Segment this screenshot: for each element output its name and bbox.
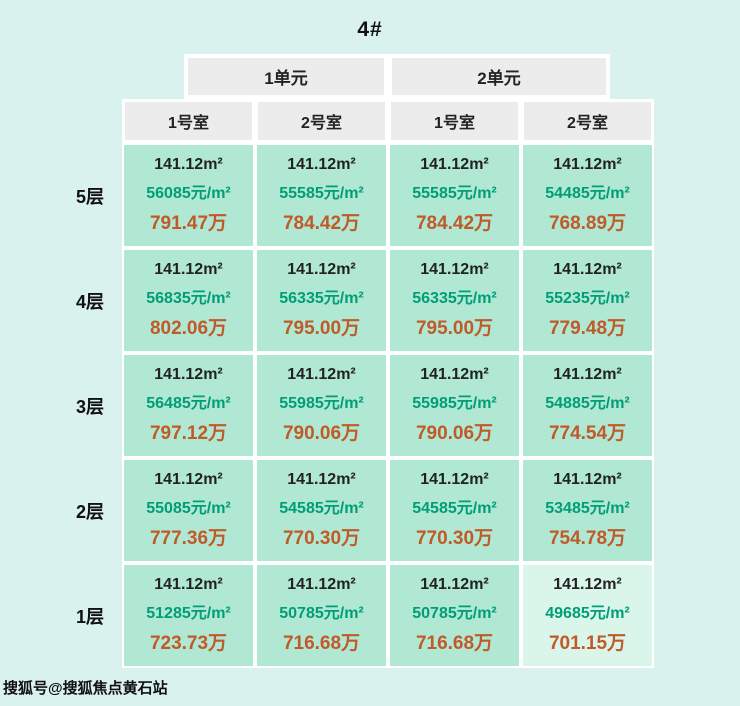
total-value: 797.12万 [149,423,228,444]
unit-price-value: 51285元/m² [146,605,231,622]
floor-label: 5层 [75,186,104,207]
area-value: 141.12m² [287,576,356,593]
room-header-1: 1号室 [122,99,255,143]
price-cell-r2-c2: 141.12m² 55985元/m² 790.06万 [388,353,521,458]
area-value: 141.12m² [553,576,622,593]
total-value: 774.54万 [548,423,627,444]
total-value: 701.15万 [548,633,627,654]
area-value: 141.12m² [553,261,622,278]
unit-price-value: 50785元/m² [412,605,497,622]
total-value: 795.00万 [282,318,361,339]
unit-price-value: 55985元/m² [279,395,364,412]
total-value: 779.48万 [548,318,627,339]
total-value: 791.47万 [149,213,228,234]
unit-header-1: 1单元 [184,54,388,99]
floor-label: 4层 [75,291,104,312]
unit-price-value: 56085元/m² [146,185,231,202]
price-cell-r2-c3: 141.12m² 54885元/m² 774.54万 [521,353,654,458]
unit-price-value: 54585元/m² [279,500,364,517]
price-cell-r4-c1: 141.12m² 50785元/m² 716.68万 [255,563,388,668]
area-value: 141.12m² [553,366,622,383]
area-value: 141.12m² [420,471,489,488]
total-value: 784.42万 [415,213,494,234]
area-value: 141.12m² [420,366,489,383]
price-cell-r0-c1: 141.12m² 55585元/m² 784.42万 [255,143,388,248]
total-value: 768.89万 [548,213,627,234]
price-cell-r2-c1: 141.12m² 55985元/m² 790.06万 [255,353,388,458]
total-value: 723.73万 [149,633,228,654]
total-value: 770.30万 [415,528,494,549]
price-cell-r0-c2: 141.12m² 55585元/m² 784.42万 [388,143,521,248]
total-value: 795.00万 [415,318,494,339]
unit-price-value: 56835元/m² [146,290,231,307]
total-value: 716.68万 [282,633,361,654]
total-value: 790.06万 [415,423,494,444]
unit-price-value: 54885元/m² [545,395,630,412]
price-cell-r3-c2: 141.12m² 54585元/m² 770.30万 [388,458,521,563]
total-value: 784.42万 [282,213,361,234]
price-cell-r3-c0: 141.12m² 55085元/m² 777.36万 [122,458,255,563]
price-cell-r4-c2: 141.12m² 50785元/m² 716.68万 [388,563,521,668]
area-value: 141.12m² [553,471,622,488]
price-cell-r1-c1: 141.12m² 56335元/m² 795.00万 [255,248,388,353]
area-value: 141.12m² [154,471,223,488]
unit-price-value: 55985元/m² [412,395,497,412]
unit-price-value: 56485元/m² [146,395,231,412]
room-header-3: 1号室 [388,99,521,143]
area-value: 141.12m² [154,156,223,173]
floor-label: 2层 [75,501,104,522]
area-value: 141.12m² [553,156,622,173]
total-value: 790.06万 [282,423,361,444]
price-cell-r4-c0: 141.12m² 51285元/m² 723.73万 [122,563,255,668]
price-cell-r3-c1: 141.12m² 54585元/m² 770.30万 [255,458,388,563]
area-value: 141.12m² [420,156,489,173]
room-header-4: 2号室 [521,99,654,143]
unit-header-2: 2单元 [388,54,610,99]
corner-spacer [58,54,122,99]
area-value: 141.12m² [154,576,223,593]
total-value: 777.36万 [149,528,228,549]
corner-spacer-2 [58,99,122,143]
unit-price-value: 49685元/m² [545,605,630,622]
unit-price-value: 50785元/m² [279,605,364,622]
watermark-text: 搜狐号@搜狐焦点黄石站 [3,680,168,697]
price-cell-r3-c3: 141.12m² 53485元/m² 754.78万 [521,458,654,563]
unit-price-value: 56335元/m² [412,290,497,307]
price-cell-r1-c3: 141.12m² 55235元/m² 779.48万 [521,248,654,353]
total-value: 770.30万 [282,528,361,549]
unit-price-value: 56335元/m² [279,290,364,307]
price-cell-r1-c2: 141.12m² 56335元/m² 795.00万 [388,248,521,353]
area-value: 141.12m² [287,471,356,488]
unit-price-value: 55585元/m² [279,185,364,202]
price-cell-r0-c3: 141.12m² 54485元/m² 768.89万 [521,143,654,248]
area-value: 141.12m² [287,261,356,278]
unit-price-value: 55085元/m² [146,500,231,517]
building-title: 4# [357,18,383,41]
room-header-2: 2号室 [255,99,388,143]
price-cell-r4-c3: 141.12m² 49685元/m² 701.15万 [521,563,654,668]
price-cell-r2-c0: 141.12m² 56485元/m² 797.12万 [122,353,255,458]
price-table: 1单元 2单元 1号室 2号室 1号室 2号室 5层 141.12m² 56085元… [58,54,740,668]
total-value: 716.68万 [415,633,494,654]
price-cell-r1-c0: 141.12m² 56835元/m² 802.06万 [122,248,255,353]
unit-price-value: 55585元/m² [412,185,497,202]
total-value: 802.06万 [149,318,228,339]
area-value: 141.12m² [154,261,223,278]
unit-price-value: 54585元/m² [412,500,497,517]
floor-label: 1层 [75,606,104,627]
unit-price-value: 54485元/m² [545,185,630,202]
area-value: 141.12m² [287,156,356,173]
area-value: 141.12m² [154,366,223,383]
area-value: 141.12m² [420,576,489,593]
floor-label: 3层 [75,396,104,417]
area-value: 141.12m² [420,261,489,278]
total-value: 754.78万 [548,528,627,549]
area-value: 141.12m² [287,366,356,383]
price-cell-r0-c0: 141.12m² 56085元/m² 791.47万 [122,143,255,248]
unit-price-value: 55235元/m² [545,290,630,307]
unit-price-value: 53485元/m² [545,500,630,517]
